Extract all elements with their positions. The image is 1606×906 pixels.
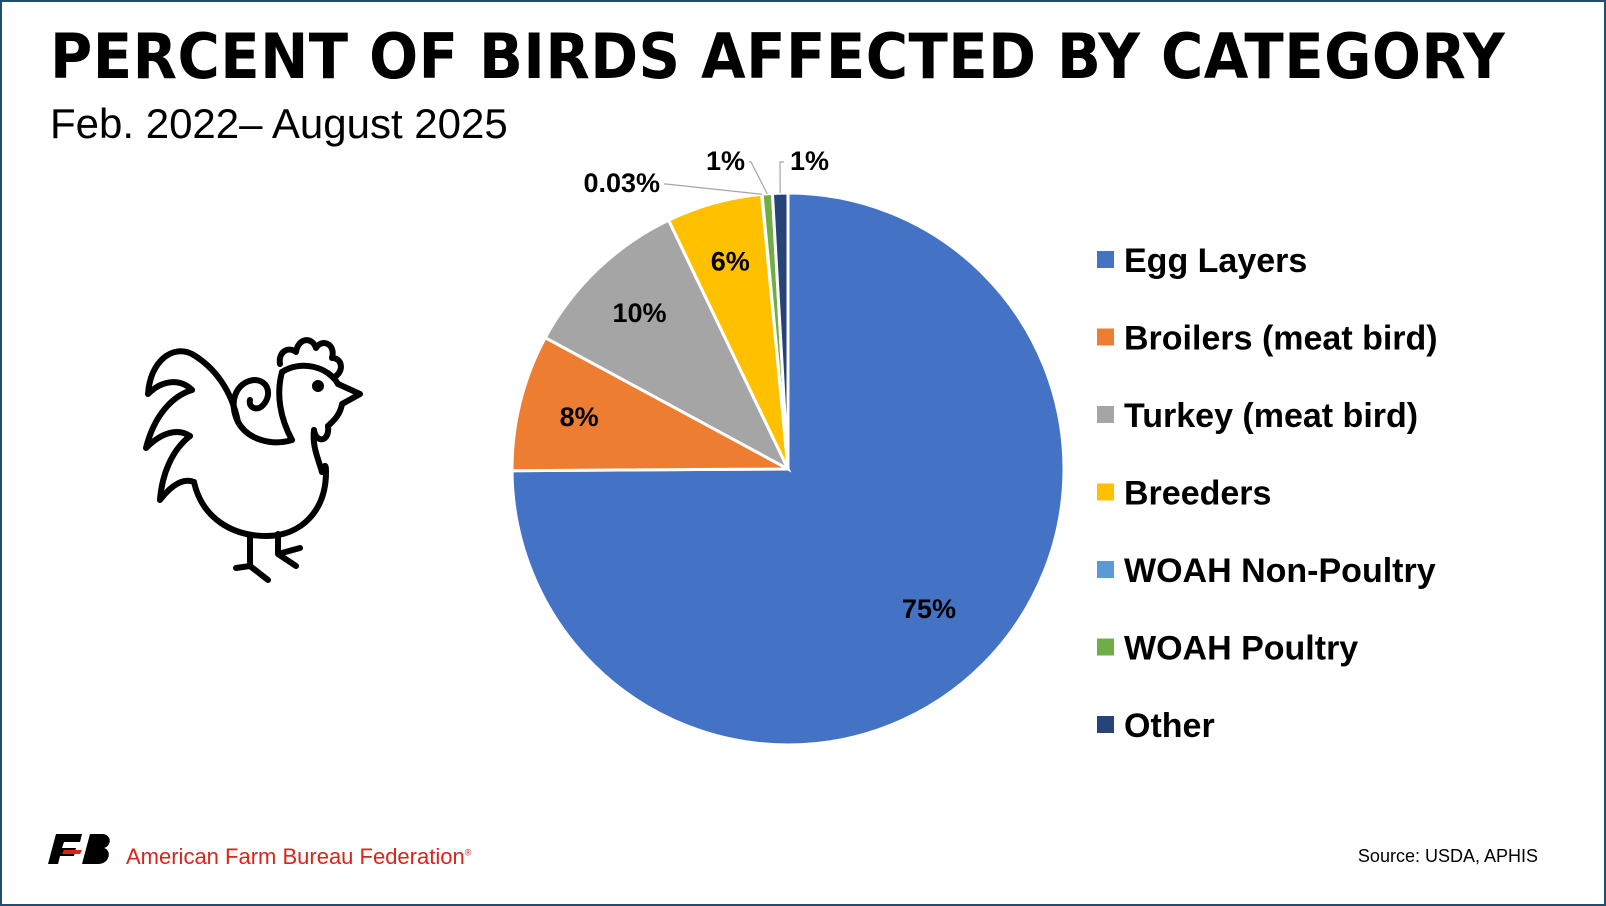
data-labels: 75% 8% 10% 6% 0.03% 1% 1% [560,146,956,624]
fb-logo-icon [48,834,110,864]
pie-slices [510,191,1066,747]
legend-swatch [1097,406,1114,423]
legend-entry: WOAH Non-Poultry [1124,552,1436,590]
legend-swatch [1097,328,1114,346]
data-label: 75% [902,594,956,624]
leader-line [779,161,784,194]
data-label: 8% [560,402,599,432]
rooster-outline-icon [143,337,363,583]
legend-entry: Egg Layers [1124,242,1307,280]
data-label: 0.03% [583,168,660,198]
legend-entry: Other [1124,707,1215,745]
legend-swatch [1097,483,1114,501]
leader-lines [664,161,784,195]
leader-line [664,183,762,195]
organization-name: American Farm Bureau Federation® [126,844,472,869]
leader-line [749,161,768,195]
legend-entry: Turkey (meat bird) [1124,397,1418,435]
legend-swatch [1097,561,1114,578]
chart-subtitle: Feb. 2022– August 2025 [50,100,508,147]
chart-title: PERCENT OF BIRDS AFFECTED BY CATEGORY [50,20,1506,93]
legend-swatch [1097,716,1114,733]
data-label: 1% [790,146,829,176]
legend: Egg Layers Broilers (meat bird) Turkey (me… [1097,242,1438,745]
legend-entry: WOAH Poultry [1124,630,1358,668]
legend-entry: Breeders [1124,475,1271,513]
pie-slice-egg-layers [510,191,1066,747]
pie-slice-turkey-meat-bird [543,218,792,473]
legend-swatch [1097,251,1114,268]
data-label: 10% [612,298,666,328]
pie-slice-broilers-meat-bird [510,335,789,473]
data-label: 1% [706,146,745,176]
legend-swatch [1097,638,1114,656]
source-note: Source: USDA, APHIS [1357,846,1538,866]
legend-entry: Broilers (meat bird) [1124,320,1438,358]
data-label: 6% [711,247,750,277]
